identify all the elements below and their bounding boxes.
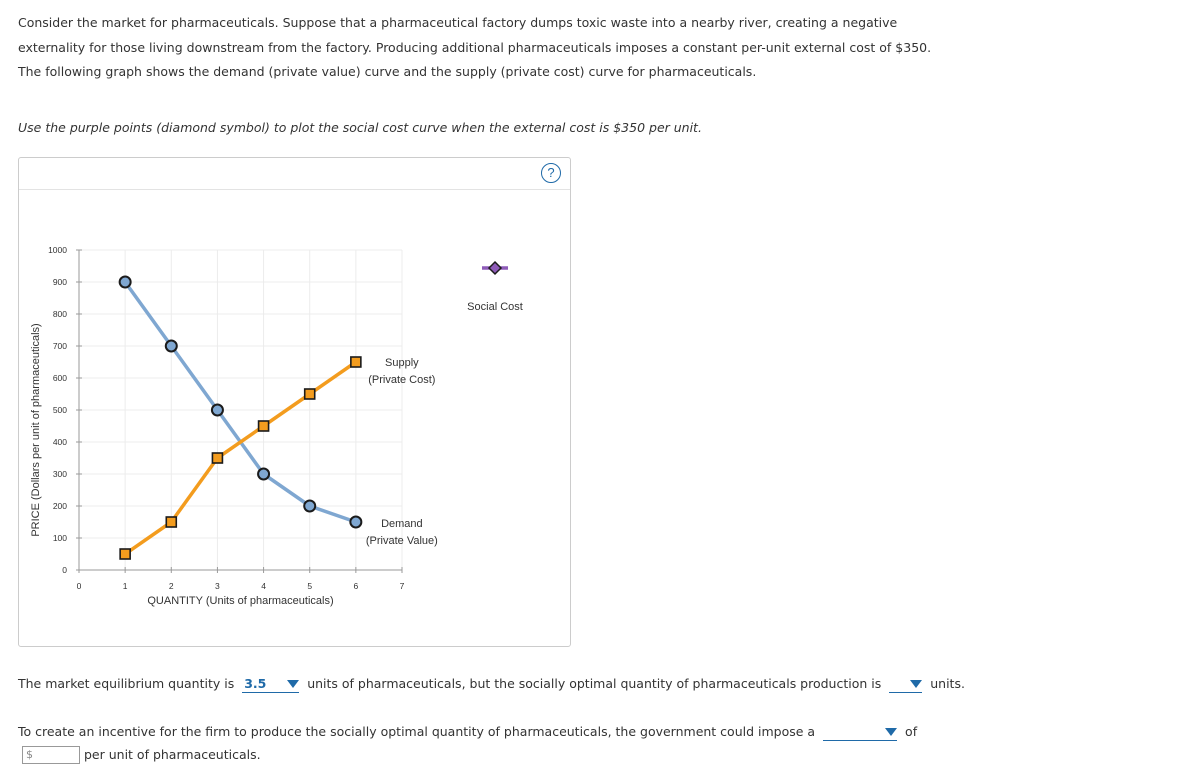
x-tick-label: 1	[123, 581, 128, 591]
tax-amount-input[interactable]: $	[22, 746, 80, 764]
equilibrium-quantity-value: 3.5	[244, 676, 267, 691]
y-tick-label: 0	[62, 565, 67, 575]
y-tick-label: 100	[53, 533, 67, 543]
chevron-down-icon	[885, 728, 898, 736]
q1-text-after: units.	[930, 676, 965, 691]
instruction-text: Use the purple points (diamond symbol) t…	[18, 120, 702, 135]
per-unit-text: per unit of pharmaceuticals.	[84, 747, 261, 762]
q2-text-after: of	[905, 724, 918, 739]
y-tick-label: 400	[53, 437, 67, 447]
demand-point	[118, 275, 132, 289]
demand-label: Demand	[381, 518, 423, 530]
q2-text-before: To create an incentive for the firm to p…	[18, 724, 816, 739]
x-tick-label: 0	[77, 581, 82, 591]
y-axis-title: PRICE (Dollars per unit of pharmaceutica…	[30, 323, 42, 536]
y-tick-label: 200	[53, 501, 67, 511]
chart[interactable]: 0 1 2 3 4 5 6 7 0 100 200 300 400 500 600 700 800 900 1000…	[19, 158, 570, 646]
supply-point	[303, 388, 316, 400]
supply-point	[350, 356, 362, 368]
dollar-prefix: $	[26, 748, 33, 761]
graph-panel: ? 0 1 2 3 4 5 6 7 0 100 200 300 400 500 600 700 800 900 10…	[18, 157, 571, 647]
x-tick-label: 3	[215, 581, 220, 591]
demand-point	[257, 467, 271, 481]
q1-text-before: The market equilibrium quantity is	[18, 676, 235, 691]
y-tick-label: 800	[53, 309, 67, 319]
demand-point	[349, 515, 363, 529]
demand-point	[164, 339, 178, 353]
chevron-down-icon	[287, 680, 300, 688]
chevron-down-icon	[910, 680, 923, 688]
question-1: The market equilibrium quantity is 3.5 u…	[18, 676, 965, 693]
question-2: To create an incentive for the firm to p…	[18, 724, 917, 741]
x-axis-title: QUANTITY (Units of pharmaceuticals)	[147, 595, 333, 607]
y-tick-label: 1000	[48, 245, 67, 255]
y-tick-label: 500	[53, 405, 67, 415]
demand-label-sub: (Private Value)	[366, 535, 438, 547]
optimal-quantity-dropdown[interactable]	[889, 676, 923, 693]
x-tick-label: 6	[353, 581, 358, 591]
supply-point	[119, 548, 131, 560]
demand-point	[210, 403, 224, 417]
q1-text-middle: units of pharmaceuticals, but the social…	[307, 676, 882, 691]
x-tick-label: 2	[169, 581, 174, 591]
y-tick-label: 600	[53, 373, 67, 383]
supply-point	[257, 420, 270, 432]
intro-text: Consider the market for pharmaceuticals.…	[18, 15, 932, 79]
supply-label-sub: (Private Cost)	[368, 374, 435, 386]
y-tick-label: 300	[53, 469, 67, 479]
supply-curve	[124, 360, 357, 556]
policy-dropdown[interactable]	[823, 724, 898, 741]
equilibrium-quantity-dropdown[interactable]: 3.5	[242, 676, 300, 693]
x-tick-label: 5	[307, 581, 312, 591]
supply-point	[211, 452, 224, 464]
y-tick-label: 900	[53, 277, 67, 287]
supply-point	[165, 516, 178, 528]
demand-curve	[123, 280, 357, 524]
graph-toolbar: ?	[19, 158, 570, 190]
x-tick-label: 4	[261, 581, 266, 591]
social-cost-label: Social Cost	[467, 301, 523, 313]
help-icon[interactable]: ?	[541, 163, 561, 183]
supply-label: Supply	[385, 357, 419, 369]
social-cost-diamond-icon[interactable]	[487, 260, 503, 276]
y-tick-label: 700	[53, 341, 67, 351]
demand-point	[303, 499, 317, 513]
x-tick-label: 7	[400, 581, 405, 591]
